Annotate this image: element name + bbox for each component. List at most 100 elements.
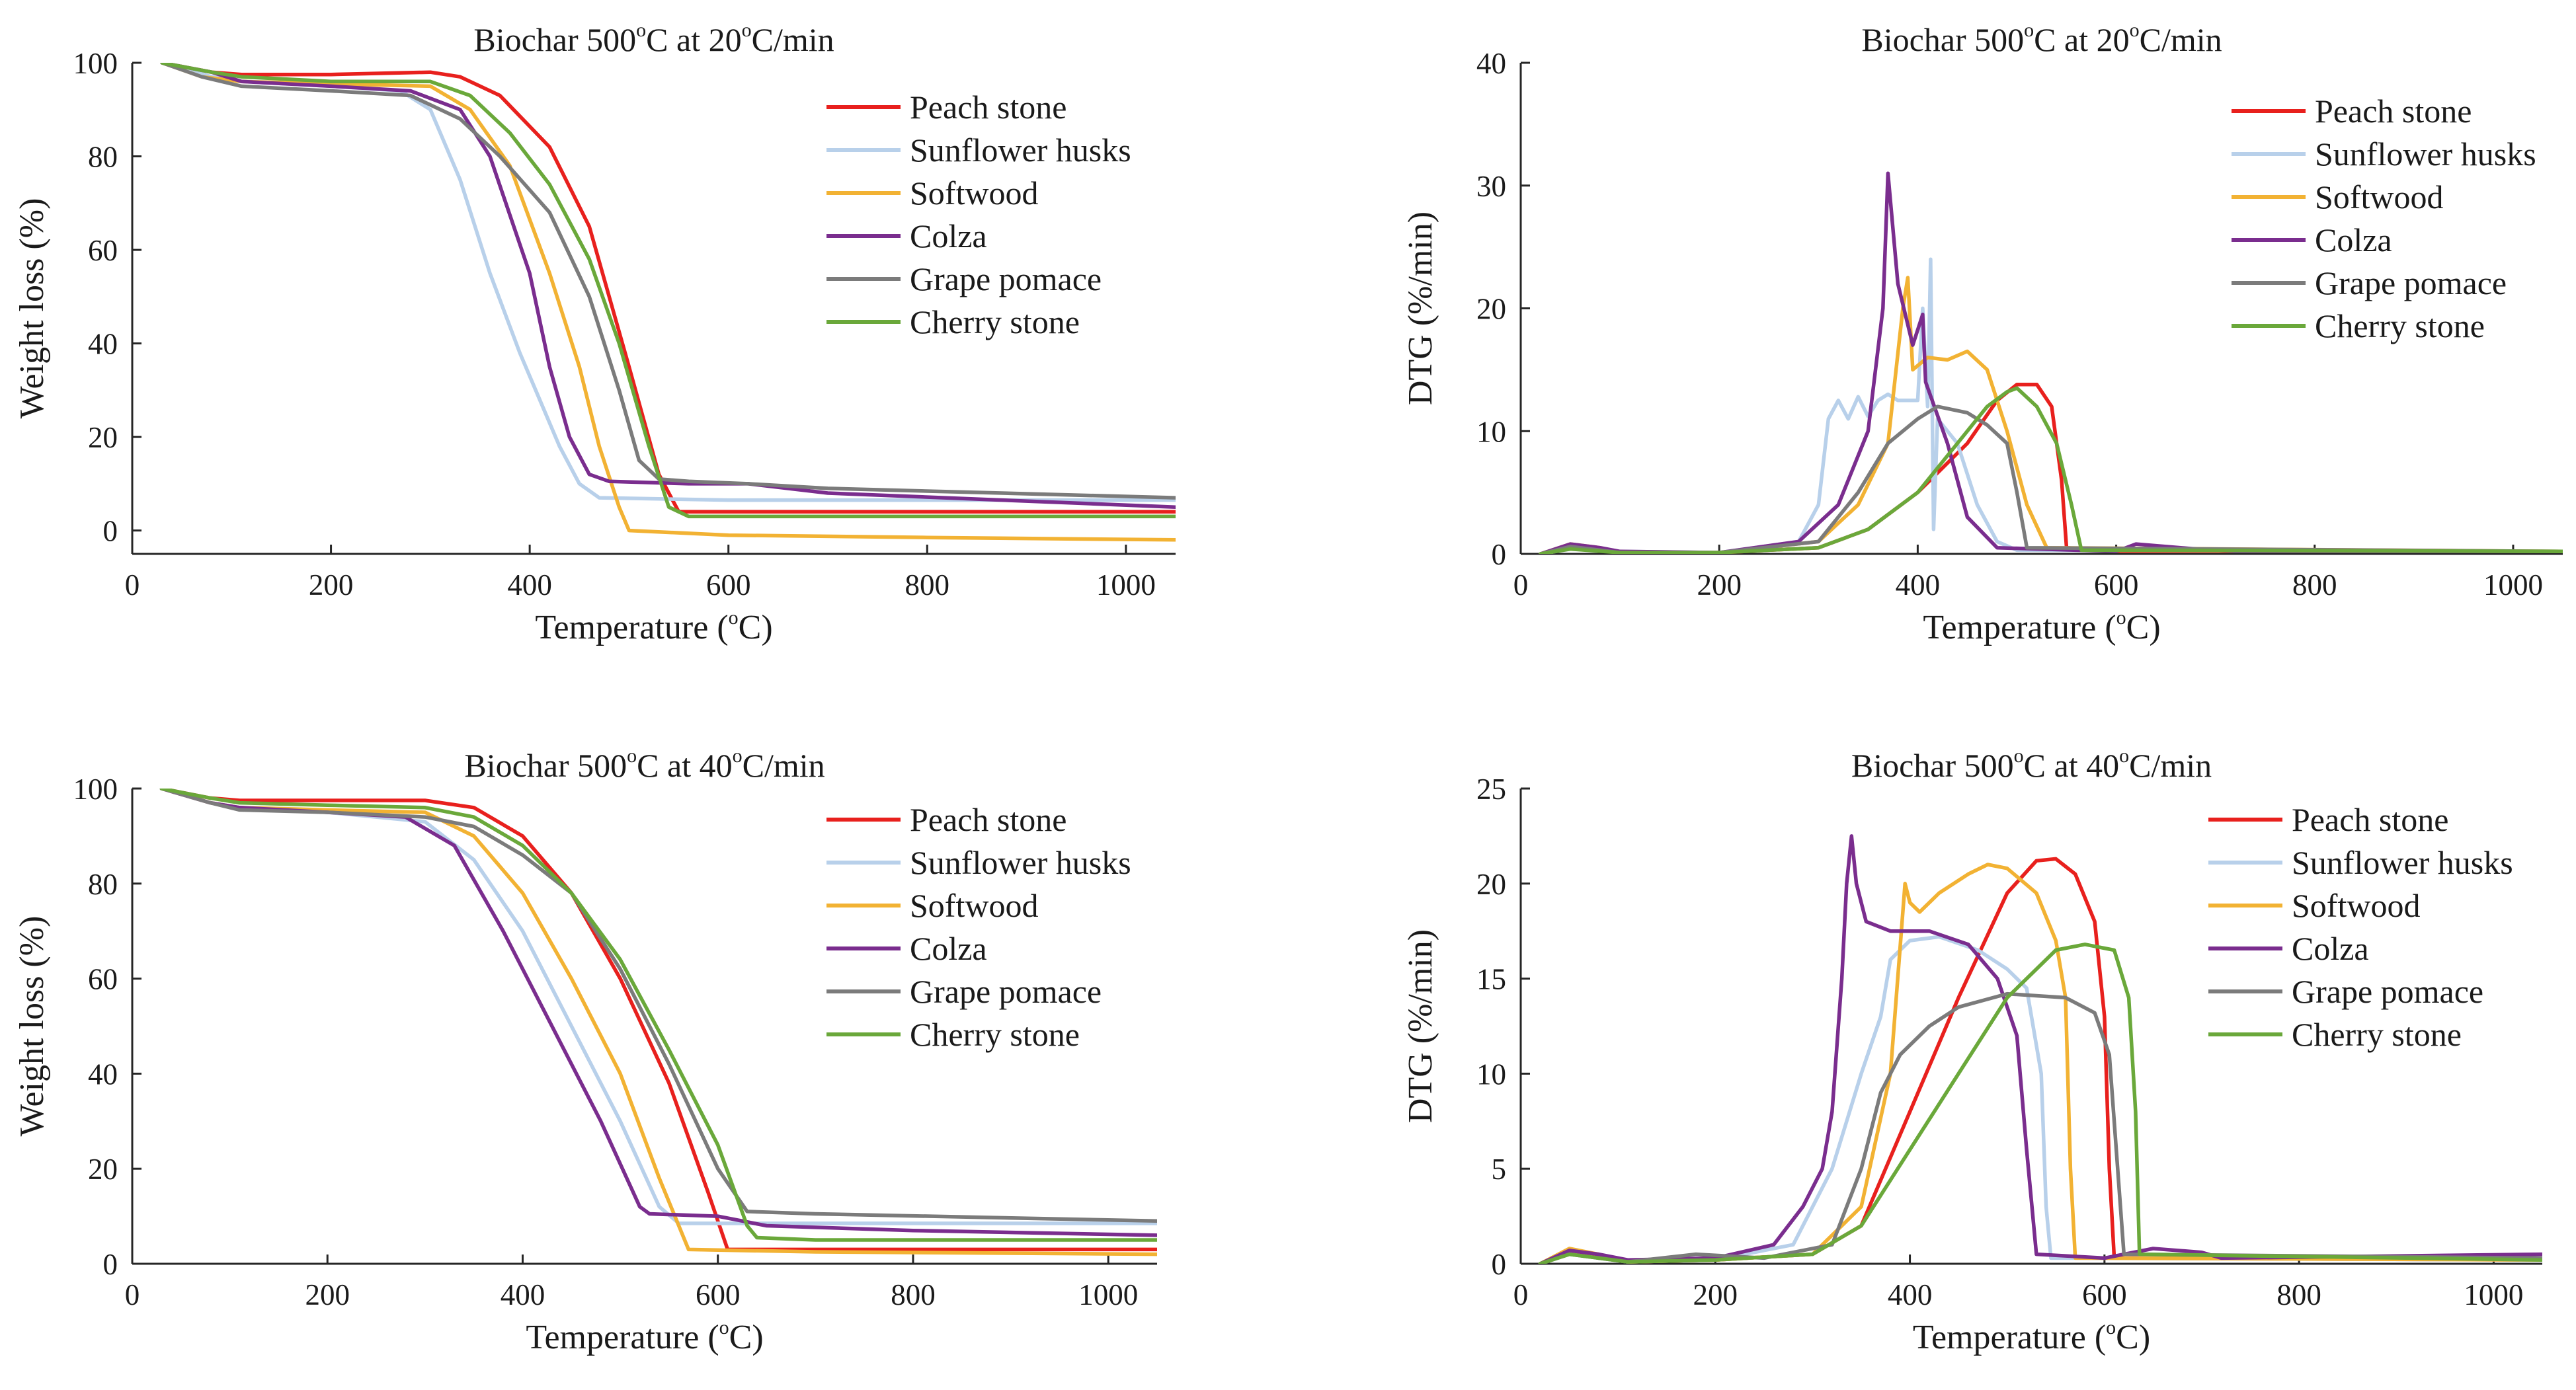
- title-text: C at 40: [637, 747, 732, 784]
- x-axis-label: Temperature (oC): [1923, 607, 2160, 646]
- x-tick-label: 0: [125, 1278, 140, 1311]
- legend-label-peach-stone: Peach stone: [2315, 93, 2472, 130]
- legend-label-sunflower-husks: Sunflower husks: [2292, 844, 2513, 881]
- x-tick-label: 0: [1513, 1278, 1529, 1311]
- degree-sign: o: [2024, 19, 2034, 41]
- y-tick-label: 20: [1476, 293, 1506, 326]
- degree-sign: o: [742, 19, 752, 41]
- x-axis-label-text: C): [2126, 609, 2161, 646]
- legend-label-colza: Colza: [2315, 221, 2392, 258]
- x-tick-label: 800: [891, 1278, 936, 1311]
- degree-sign: o: [2106, 1317, 2116, 1338]
- legend-label-peach-stone: Peach stone: [910, 801, 1067, 838]
- series-line-peach-stone: [159, 789, 1157, 1252]
- y-axis-label: Weight loss (%): [13, 198, 51, 419]
- x-tick-label: 800: [2276, 1278, 2321, 1311]
- legend-label-sunflower-husks: Sunflower husks: [2315, 135, 2536, 173]
- x-tick-label: 0: [125, 568, 140, 601]
- legend: Peach stone Sunflower husks Softwood Colza G…: [826, 801, 1131, 1053]
- tg-chart-40cmin: 0 200 400 600 800 1000 0 20 40 60 80 100 Biochar 500…: [13, 745, 1157, 1356]
- x-tick-label: 600: [2094, 568, 2139, 601]
- y-tick-label: 80: [88, 141, 118, 174]
- degree-sign: o: [2116, 607, 2126, 629]
- y-tick-label: 40: [88, 1058, 118, 1091]
- title-text: C/min: [2140, 21, 2222, 58]
- x-tick-label: 1000: [2464, 1278, 2523, 1311]
- x-tick-label: 200: [1693, 1278, 1738, 1311]
- y-tick-label: 60: [88, 963, 118, 996]
- title-text: C at 40: [2024, 747, 2119, 784]
- degree-sign: o: [733, 745, 743, 767]
- legend-label-grape-pomace: Grape pomace: [2315, 264, 2507, 301]
- x-tick-label: 200: [1697, 568, 1742, 601]
- x-tick-label: 400: [501, 1278, 545, 1311]
- y-tick-label: 15: [1476, 963, 1506, 996]
- x-tick-label: 800: [905, 568, 950, 601]
- x-tick-label: 600: [2082, 1278, 2127, 1311]
- x-axis-label-text: Temperature (: [1923, 609, 2116, 646]
- x-tick-label: 200: [305, 1278, 350, 1311]
- degree-sign: o: [729, 607, 739, 629]
- x-tick-label: 600: [706, 568, 751, 601]
- series-line-grape-pomace: [1539, 405, 2563, 554]
- y-axis-label: DTG (%/min): [1402, 929, 1439, 1123]
- tg-chart-20cmin: 0 200 400 600 800 1000 0 20 40 60 80 100 Biochar 500…: [13, 19, 1176, 646]
- title-text: Biochar 500: [473, 21, 636, 58]
- chart-title: Biochar 500oC at 20oC/min: [473, 19, 834, 58]
- chart-title: Biochar 500oC at 20oC/min: [1861, 19, 2222, 58]
- x-axis-label: Temperature (oC): [526, 1317, 763, 1356]
- legend-label-grape-pomace: Grape pomace: [910, 260, 1102, 297]
- degree-sign: o: [719, 1317, 729, 1338]
- y-tick-label: 40: [1476, 47, 1506, 80]
- y-tick-label: 25: [1476, 773, 1506, 806]
- x-axis-label-text: C): [729, 1319, 764, 1356]
- title-text: C at 20: [646, 21, 741, 58]
- x-axis-label-text: Temperature (: [1913, 1319, 2106, 1356]
- title-text: C at 20: [2034, 21, 2129, 58]
- x-tick-label: 400: [1896, 568, 1941, 601]
- legend-label-sunflower-husks: Sunflower husks: [910, 844, 1131, 881]
- x-axis-label-text: Temperature (: [535, 609, 728, 646]
- legend-label-colza: Colza: [910, 217, 987, 254]
- legend-label-softwood: Softwood: [2292, 887, 2420, 924]
- y-axis-label: DTG (%/min): [1402, 212, 1439, 405]
- title-text: C/min: [2129, 747, 2212, 784]
- x-tick-label: 600: [696, 1278, 741, 1311]
- legend-label-cherry-stone: Cherry stone: [2315, 307, 2485, 344]
- y-tick-label: 40: [88, 328, 118, 361]
- legend-label-grape-pomace: Grape pomace: [910, 973, 1102, 1010]
- legend-label-sunflower-husks: Sunflower husks: [910, 132, 1131, 169]
- series-line-grape-pomace: [159, 789, 1157, 1223]
- y-tick-label: 0: [103, 1248, 118, 1281]
- y-tick-label: 30: [1476, 170, 1506, 203]
- series-line-peach-stone: [160, 63, 1176, 514]
- plot-area: [1538, 834, 2542, 1264]
- plot-area: [1539, 171, 2563, 554]
- legend-label-colza: Colza: [910, 930, 987, 967]
- legend-label-peach-stone: Peach stone: [910, 89, 1067, 126]
- y-tick-label: 10: [1476, 415, 1506, 448]
- series-line-cherry-stone: [1539, 386, 2563, 554]
- legend-label-softwood: Softwood: [910, 887, 1038, 924]
- legend: Peach stone Sunflower husks Softwood Colza G…: [2232, 93, 2536, 344]
- y-tick-label: 20: [88, 421, 118, 454]
- x-axis-label: Temperature (oC): [1913, 1317, 2150, 1356]
- y-tick-label: 100: [73, 773, 118, 806]
- legend-label-grape-pomace: Grape pomace: [2292, 973, 2483, 1010]
- title-text: Biochar 500: [1861, 21, 2024, 58]
- x-axis-label-text: C): [2116, 1319, 2150, 1356]
- degree-sign: o: [2014, 745, 2024, 767]
- x-axis-label-text: C): [739, 609, 773, 646]
- x-tick-label: 1000: [1078, 1278, 1138, 1311]
- y-tick-label: 60: [88, 234, 118, 267]
- y-tick-label: 10: [1476, 1058, 1506, 1091]
- y-tick-label: 0: [1492, 1248, 1507, 1281]
- chart-title: Biochar 500oC at 40oC/min: [1851, 745, 2212, 784]
- x-axis-label-text: Temperature (: [526, 1319, 719, 1356]
- title-text: Biochar 500: [464, 747, 627, 784]
- y-tick-label: 20: [1476, 868, 1506, 901]
- y-tick-label: 5: [1492, 1153, 1507, 1186]
- legend-label-softwood: Softwood: [910, 174, 1038, 212]
- legend-label-softwood: Softwood: [2315, 178, 2443, 215]
